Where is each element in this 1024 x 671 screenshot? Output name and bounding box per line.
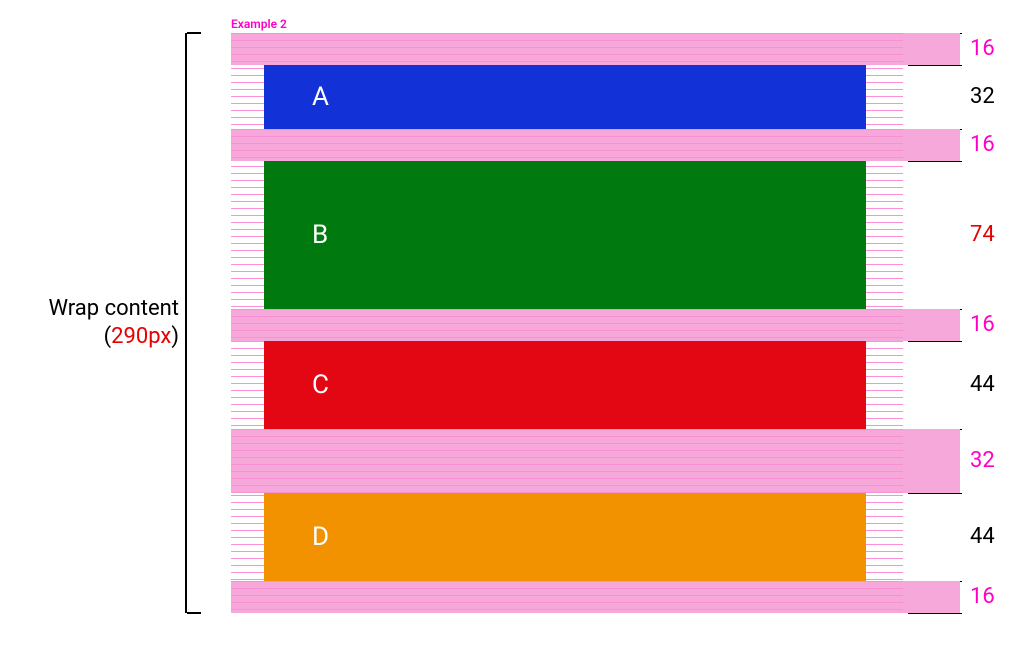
wrap-content-label: Wrap content(290px): [48, 295, 179, 350]
measure-label: 44: [970, 524, 995, 549]
measure-tick: [908, 493, 962, 494]
measure-label: 44: [970, 372, 995, 397]
measure-label: 74: [970, 222, 995, 247]
measure-label: 16: [970, 132, 995, 157]
content-box-b: B: [264, 161, 866, 309]
measure-label: 16: [970, 312, 995, 337]
spacer-band: [231, 309, 903, 341]
spacer-extension: [903, 309, 960, 341]
measure-label: 32: [970, 448, 995, 473]
wrap-content-line2: (290px): [48, 323, 179, 351]
measure-tick: [908, 341, 962, 342]
spacer-band: [231, 429, 903, 493]
diagram-stage: Example 2 Wrap content(290px) 16 A 32 16 B 74 16…: [0, 0, 1024, 671]
measure-label: 32: [970, 84, 995, 109]
spacer-extension: [903, 33, 960, 65]
content-box-d: D: [264, 493, 866, 581]
measure-tick: [908, 161, 962, 162]
spacer-band: [231, 129, 903, 161]
height-bracket: [185, 33, 187, 613]
spacer-band: [231, 581, 903, 613]
spacer-extension: [903, 429, 960, 493]
spacer-band: [231, 33, 903, 65]
box-letter: D: [312, 522, 329, 552]
wrap-content-line1: Wrap content: [48, 295, 179, 323]
measure-label: 16: [970, 36, 995, 61]
content-box-c: C: [264, 341, 866, 429]
spacer-extension: [903, 129, 960, 161]
box-letter: A: [312, 82, 329, 112]
measure-label: 16: [970, 584, 995, 609]
box-letter: C: [312, 370, 329, 400]
spacer-extension: [903, 581, 960, 613]
measure-tick: [908, 65, 962, 66]
box-letter: B: [312, 220, 328, 250]
content-box-a: A: [264, 65, 866, 129]
example-title: Example 2: [231, 17, 287, 31]
measure-tick: [908, 613, 962, 614]
